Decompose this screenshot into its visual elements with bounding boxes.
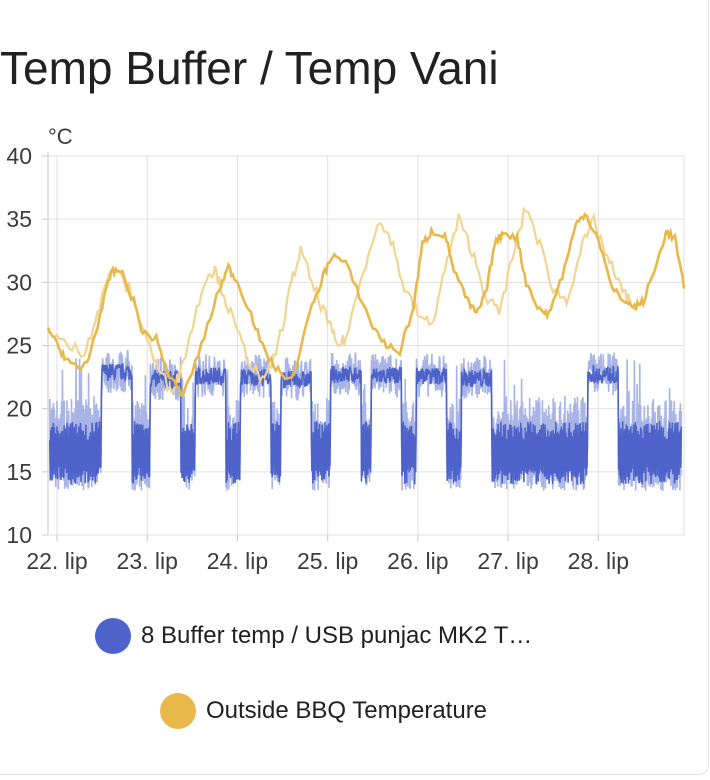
- legend-swatch-buffer-temp: [95, 618, 131, 654]
- x-tick-label: 26. lip: [387, 548, 448, 574]
- x-tick-label: 27. lip: [477, 548, 538, 574]
- legend-item-outside-bbq[interactable]: Outside BBQ Temperature: [160, 693, 487, 729]
- y-tick-label: 10: [6, 522, 32, 548]
- y-axis-unit: °C: [48, 124, 73, 149]
- x-tick-label: 28. lip: [568, 548, 629, 574]
- y-tick-label: 15: [6, 459, 32, 485]
- x-tick-label: 23. lip: [117, 548, 178, 574]
- y-tick-label: 30: [6, 269, 32, 295]
- y-tick-label: 35: [6, 206, 32, 232]
- x-tick-label: 25. lip: [297, 548, 358, 574]
- x-tick-label: 22. lip: [26, 548, 87, 574]
- series-outside-bbq-line: [46, 212, 686, 397]
- y-tick-label: 25: [6, 333, 32, 359]
- chart-grid: [42, 152, 685, 541]
- legend-swatch-outside-bbq: [160, 693, 196, 729]
- series-buffer-line: [49, 362, 683, 485]
- series-outside-bbq-faded-line: [52, 206, 631, 393]
- chart-axes: °C 10 15 20 25 30 35 40 22. lip 23. lip 24. lip 25…: [6, 124, 629, 574]
- chart-series: [46, 206, 686, 491]
- card-title: Temp Buffer / Temp Vani: [0, 42, 499, 94]
- y-tick-label: 20: [6, 396, 32, 422]
- legend-label-outside-bbq: Outside BBQ Temperature: [206, 697, 488, 724]
- legend-label-buffer-temp: 8 Buffer temp / USB punjac MK2 T…: [141, 622, 533, 649]
- x-tick-label: 24. lip: [207, 548, 268, 574]
- y-tick-label: 40: [6, 143, 32, 169]
- legend-item-buffer-temp[interactable]: 8 Buffer temp / USB punjac MK2 T…: [95, 618, 532, 654]
- temperature-chart[interactable]: °C 10 15 20 25 30 35 40 22. lip 23. lip 24. lip 25…: [0, 110, 708, 590]
